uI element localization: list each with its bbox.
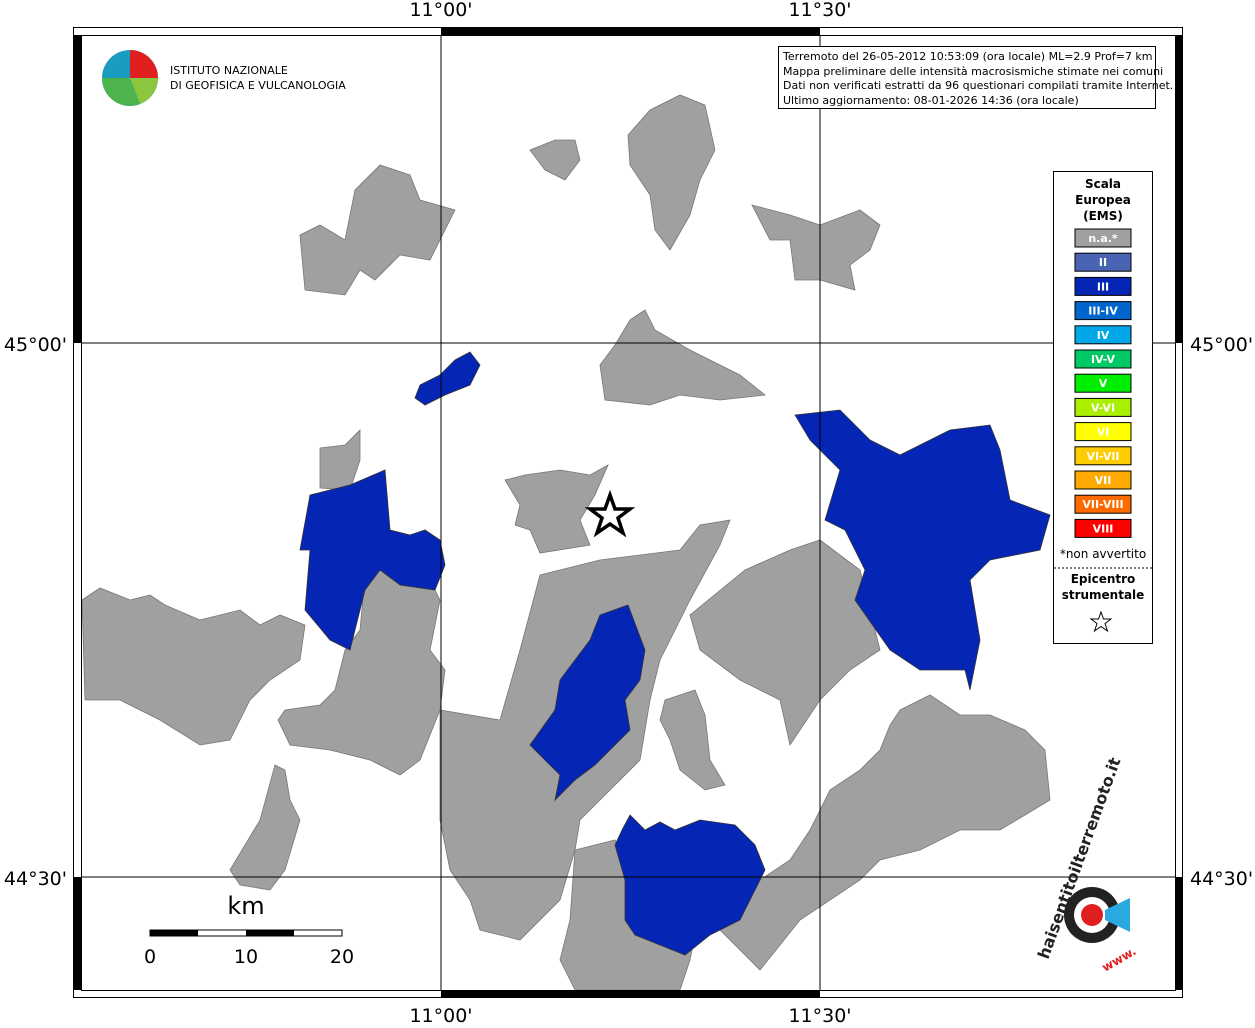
- info-line: Dati non verificati estratti da 96 quest…: [783, 79, 1173, 92]
- legend-swatch: [1074, 252, 1132, 272]
- area: [614, 814, 766, 956]
- watermark-circle: [1081, 904, 1103, 926]
- area: [504, 464, 609, 554]
- frame: [73, 27, 1183, 998]
- legend-epicenter: Epicentro: [1071, 572, 1136, 586]
- area: [229, 764, 301, 891]
- legend-label: VI-VII: [1086, 450, 1119, 463]
- scale-bar: km 0 10 20: [144, 892, 354, 968]
- lon-label: 11°00': [409, 1005, 472, 1024]
- area: [529, 604, 646, 802]
- area: [599, 309, 767, 406]
- legend-swatch: [1074, 349, 1132, 369]
- frame-bar: [441, 990, 820, 998]
- scale-unit: km: [227, 892, 264, 920]
- lat-label: 44°30': [4, 868, 67, 890]
- area: [277, 564, 446, 776]
- logo: ISTITUTO NAZIONALE DI GEOFISICA E VULCAN…: [102, 50, 346, 106]
- legend-label: n.a.*: [1088, 232, 1118, 245]
- scale-label: 0: [144, 946, 156, 968]
- legend-swatch: [1074, 325, 1132, 345]
- watermark-horn: [1105, 898, 1130, 932]
- legend-label: VI: [1097, 426, 1110, 439]
- legend-swatch: [1074, 470, 1132, 490]
- info-frame: [778, 46, 1156, 109]
- legend-label: IV: [1097, 329, 1110, 342]
- scale-label: 10: [234, 946, 258, 968]
- logo-globe: [130, 50, 158, 78]
- legend-swatch: [1074, 301, 1132, 321]
- legend-swatch: [1074, 373, 1132, 393]
- legend: ScalaEuropea(EMS)n.a.*IIIIIIII-IVIVIV-VV…: [1053, 171, 1153, 644]
- legend-label: VIII: [1093, 522, 1114, 535]
- legend-swatch: [1074, 397, 1132, 417]
- area: [659, 689, 726, 791]
- logo-globe: [102, 78, 140, 106]
- area: [719, 694, 1051, 971]
- frame-bar: [73, 35, 81, 343]
- legend-swatch: [1074, 446, 1132, 466]
- logo-globe: [130, 78, 158, 104]
- municipalities: [81, 94, 1051, 991]
- frame-bar: [1175, 35, 1183, 343]
- legend-label: II: [1099, 256, 1107, 269]
- area: [794, 409, 1051, 691]
- area: [529, 139, 581, 181]
- epicenter-star: [584, 489, 636, 538]
- legend-swatch: [1074, 518, 1132, 538]
- area: [299, 469, 446, 651]
- legend-label: III: [1097, 280, 1109, 293]
- lat-label: 44°30': [1190, 868, 1253, 890]
- info-line: Ultimo aggiornamento: 08-01-2026 14:36 (…: [783, 94, 1079, 107]
- area: [319, 429, 361, 491]
- area: [627, 94, 716, 251]
- legend-label: VII-VIII: [1082, 498, 1123, 511]
- legend-title: Europea: [1075, 193, 1131, 207]
- frame-bar: [73, 877, 81, 990]
- scale-label: 20: [330, 946, 354, 968]
- legend-label: IV-V: [1091, 353, 1116, 366]
- legend-swatch: [1074, 276, 1132, 296]
- frame-bar: [1175, 877, 1183, 990]
- legend-swatch: [1074, 494, 1132, 514]
- area: [414, 351, 481, 406]
- scale-segment: [150, 930, 198, 936]
- legend-label: III-IV: [1088, 305, 1118, 318]
- legend-swatch: [1074, 228, 1132, 248]
- graticule: [82, 35, 1175, 990]
- legend-title: (EMS): [1083, 209, 1123, 223]
- legend-swatch: [1074, 422, 1132, 442]
- lon-label: 11°30': [788, 1005, 851, 1024]
- frame-bar: [441, 27, 820, 35]
- axis-labels: 11°00' 11°30' 11°00' 11°30' 45°00' 44°30…: [4, 0, 1253, 1027]
- area: [299, 164, 456, 296]
- legend-epicenter: strumentale: [1062, 588, 1145, 602]
- info-line: Terremoto del 26-05-2012 10:53:09 (ora l…: [782, 50, 1153, 63]
- lon-label: 11°30': [788, 0, 851, 21]
- legend-star: [1089, 610, 1113, 633]
- legend-label: V: [1099, 377, 1108, 390]
- info-line: Mappa preliminare delle intensità macros…: [783, 65, 1163, 78]
- lon-label: 11°00': [409, 0, 472, 21]
- scale-segment: [246, 930, 294, 936]
- legend-label: VII: [1095, 474, 1112, 487]
- lat-label: 45°00': [1190, 334, 1253, 356]
- area: [689, 539, 881, 747]
- area: [81, 587, 306, 746]
- info-box: Terremoto del 26-05-2012 10:53:09 (ora l…: [778, 46, 1173, 109]
- lat-label: 45°00': [4, 334, 67, 356]
- logo-text: DI GEOFISICA E VULCANOLOGIA: [170, 79, 346, 92]
- legend-label: V-VI: [1091, 401, 1115, 414]
- legend-title: Scala: [1085, 177, 1121, 191]
- legend-note: *non avvertito: [1060, 547, 1146, 561]
- logo-text: ISTITUTO NAZIONALE: [170, 64, 288, 77]
